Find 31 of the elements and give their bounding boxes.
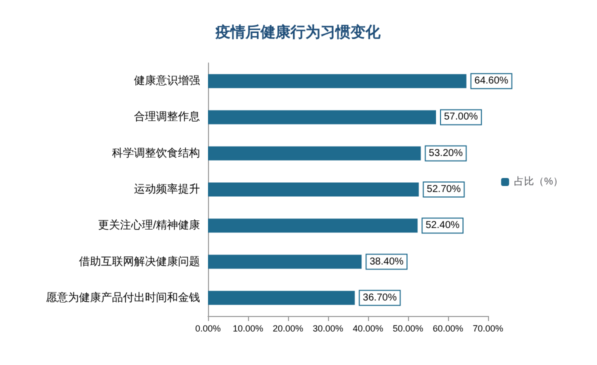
data-label: 36.70% — [362, 292, 397, 304]
x-tick-label: 20.00% — [272, 324, 304, 334]
x-tick-label: 40.00% — [352, 324, 384, 334]
y-tick-label: 健康意识增强 — [134, 74, 200, 88]
x-tick-label: 10.00% — [232, 324, 264, 334]
y-tick-label: 合理调整作息 — [134, 110, 200, 124]
x-tick-label: 60.00% — [432, 324, 464, 334]
data-label: 64.60% — [474, 76, 508, 87]
x-tick-label: 30.00% — [312, 324, 344, 334]
data-label: 57.00% — [444, 112, 478, 123]
data-label: 38.40% — [370, 256, 404, 268]
x-tick-label: 0.00% — [195, 324, 221, 334]
x-tick-label: 50.00% — [392, 324, 424, 334]
data-label: 53.20% — [428, 148, 463, 159]
y-tick-label: 运动频率提升 — [134, 182, 200, 196]
bar — [208, 254, 362, 269]
bar — [208, 218, 418, 233]
legend-label: 占比（%） — [514, 176, 564, 188]
data-label: 52.40% — [426, 220, 460, 232]
data-label: 52.70% — [426, 184, 461, 195]
bar — [208, 182, 419, 196]
chart-title: 疫情后健康行为习惯变化 — [214, 23, 382, 41]
y-tick-label: 科学调整饮食结构 — [112, 146, 200, 160]
bar — [208, 146, 421, 160]
y-tick-label: 借助互联网解决健康问题 — [79, 254, 200, 268]
y-tick-label: 愿意为健康产品付出时间和金钱 — [46, 290, 200, 304]
bar — [208, 290, 355, 305]
bar — [208, 74, 466, 88]
bar — [208, 110, 436, 124]
x-tick-label: 70.00% — [472, 324, 504, 334]
y-tick-label: 更关注心理/精神健康 — [98, 218, 200, 232]
